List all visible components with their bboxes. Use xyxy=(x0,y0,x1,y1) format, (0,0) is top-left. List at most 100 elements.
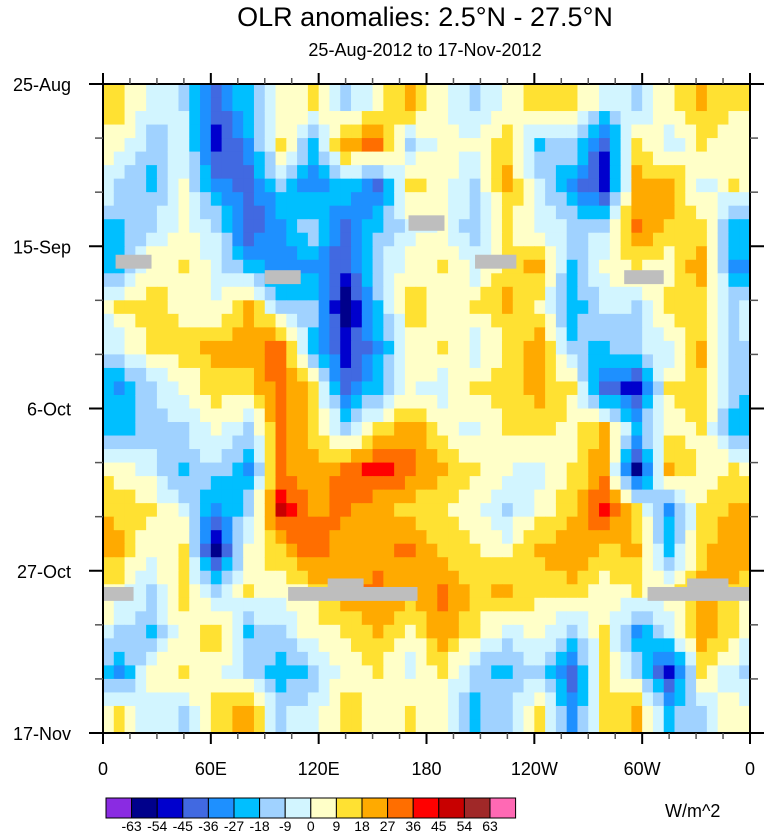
heatmap-cell xyxy=(232,570,244,585)
heatmap-cell xyxy=(534,611,546,626)
heatmap-cell xyxy=(156,313,169,328)
heatmap-cell xyxy=(566,313,578,328)
heatmap-cell xyxy=(297,435,309,450)
heatmap-cell xyxy=(221,286,233,301)
heatmap-cell xyxy=(523,435,535,450)
heatmap-cell xyxy=(642,570,654,585)
heatmap-cell xyxy=(728,570,740,585)
heatmap-cell xyxy=(124,597,136,612)
heatmap-cell xyxy=(415,489,427,504)
heatmap-cell xyxy=(113,597,126,612)
heatmap-cell xyxy=(437,151,449,166)
heatmap-cell xyxy=(588,192,600,207)
heatmap-cell xyxy=(351,422,363,437)
heatmap-cell xyxy=(652,516,665,531)
heatmap-cell xyxy=(318,543,330,558)
heatmap-cell xyxy=(232,273,244,288)
heatmap-cell xyxy=(437,449,449,464)
heatmap-cell xyxy=(221,165,233,180)
heatmap-cell xyxy=(103,597,115,612)
heatmap-cell xyxy=(448,503,460,518)
heatmap-cell xyxy=(523,665,535,680)
heatmap-cell xyxy=(318,219,330,234)
heatmap-cell xyxy=(426,327,438,342)
heatmap-cell xyxy=(448,435,460,450)
heatmap-cell xyxy=(232,449,244,464)
heatmap-cell xyxy=(189,408,201,423)
heatmap-cell xyxy=(329,705,341,720)
heatmap-cell xyxy=(275,597,287,612)
heatmap-cell xyxy=(135,151,147,166)
heatmap-cell xyxy=(566,138,578,153)
heatmap-cell xyxy=(706,165,719,180)
heatmap-cell xyxy=(351,449,363,464)
heatmap-cell xyxy=(383,124,395,139)
heatmap-cell xyxy=(663,313,676,328)
heatmap-cell xyxy=(404,97,417,112)
heatmap-cell xyxy=(706,124,719,139)
heatmap-cell xyxy=(135,624,147,639)
heatmap-cell xyxy=(609,300,622,315)
heatmap-cell xyxy=(674,97,686,112)
heatmap-cell xyxy=(588,124,600,139)
heatmap-cell xyxy=(512,719,525,734)
heatmap-cell xyxy=(717,449,729,464)
heatmap-cell xyxy=(243,408,255,423)
heatmap-cell xyxy=(264,678,277,693)
heatmap-cell xyxy=(297,313,309,328)
heatmap-cell xyxy=(555,259,568,274)
heatmap-cell xyxy=(286,651,298,666)
heatmap-cell xyxy=(566,719,578,734)
heatmap-cell xyxy=(243,124,255,139)
heatmap-cell xyxy=(448,597,460,612)
heatmap-cell xyxy=(329,192,341,207)
heatmap-cell xyxy=(652,435,665,450)
heatmap-cell xyxy=(415,462,427,477)
heatmap-cell xyxy=(404,232,417,247)
heatmap-cell xyxy=(458,111,471,126)
heatmap-cell xyxy=(566,151,578,166)
heatmap-cell xyxy=(167,354,179,369)
heatmap-cell xyxy=(404,503,417,518)
heatmap-cell xyxy=(178,597,190,612)
heatmap-cell xyxy=(404,719,417,734)
heatmap-cell xyxy=(146,367,158,382)
heatmap-cell xyxy=(501,408,514,423)
heatmap-cell xyxy=(555,138,568,153)
heatmap-cell xyxy=(491,624,503,639)
heatmap-cell xyxy=(221,151,233,166)
heatmap-cell xyxy=(609,570,622,585)
heatmap-cell xyxy=(351,570,363,585)
heatmap-cell xyxy=(674,705,686,720)
heatmap-cell xyxy=(566,678,578,693)
heatmap-cell xyxy=(469,530,481,545)
heatmap-cell xyxy=(501,719,514,734)
heatmap-cell xyxy=(329,273,341,288)
heatmap-cell xyxy=(523,259,535,274)
heatmap-cell xyxy=(307,138,320,153)
heatmap-cell xyxy=(318,340,330,355)
heatmap-cell xyxy=(512,705,525,720)
heatmap-cell xyxy=(620,638,632,653)
heatmap-cell xyxy=(383,449,395,464)
heatmap-cell xyxy=(221,354,233,369)
heatmap-cell xyxy=(189,489,201,504)
heatmap-cell xyxy=(415,259,427,274)
heatmap-cell xyxy=(135,530,147,545)
heatmap-cell xyxy=(631,97,643,112)
heatmap-cell xyxy=(340,719,352,734)
missing-data-patch xyxy=(408,215,445,231)
heatmap-cell xyxy=(728,286,740,301)
heatmap-cell xyxy=(318,327,330,342)
heatmap-cell xyxy=(178,165,190,180)
heatmap-cell xyxy=(124,219,136,234)
heatmap-cell xyxy=(685,651,697,666)
heatmap-cell xyxy=(297,557,309,572)
heatmap-cell xyxy=(372,719,384,734)
heatmap-cell xyxy=(232,151,244,166)
heatmap-cell xyxy=(426,503,438,518)
heatmap-cell xyxy=(275,570,287,585)
heatmap-cell xyxy=(577,692,589,707)
heatmap-cell xyxy=(739,192,751,207)
heatmap-cell xyxy=(113,503,126,518)
